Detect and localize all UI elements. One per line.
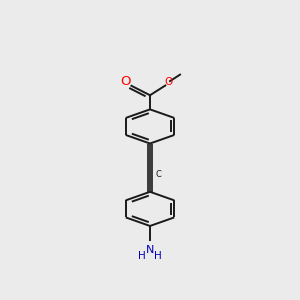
Text: H: H [154,251,162,261]
Text: H: H [138,251,146,261]
Text: N: N [146,244,154,254]
Text: C: C [155,170,161,179]
Text: O: O [164,77,172,87]
Text: O: O [120,75,131,88]
